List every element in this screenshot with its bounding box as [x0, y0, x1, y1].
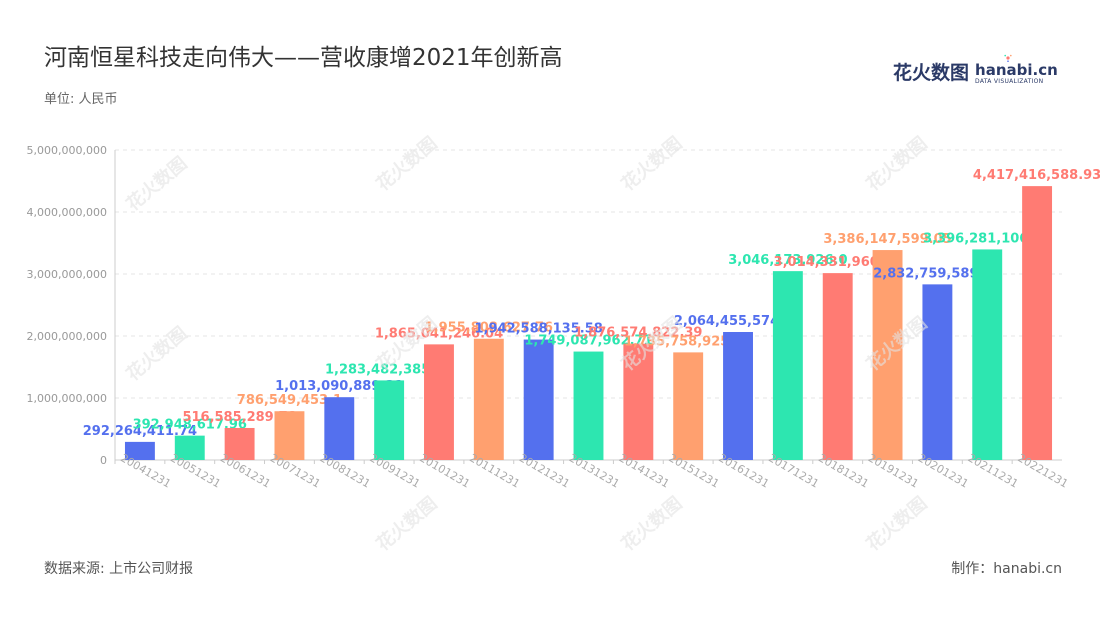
bar	[274, 411, 305, 460]
chart-title: 河南恒星科技走向伟大——营收康增2021年创新高	[44, 45, 563, 71]
data-label: 1,942,588,135.58	[475, 322, 603, 337]
data-label: 1,013,090,889.31	[275, 379, 403, 394]
data-label: 1,865,041,246.04	[375, 326, 503, 341]
hanabi-logo: 花火数图 hanabi.cn DATA VISUALIZATION	[893, 54, 1058, 85]
bar	[523, 339, 554, 460]
data-label: 1,735,758,925.07	[624, 334, 752, 349]
bar	[673, 352, 704, 460]
logo-spark-icon	[1004, 54, 1012, 62]
data-label: 786,549,453.1	[237, 393, 342, 408]
data-label: 1,283,482,385.16	[325, 362, 453, 377]
logo-cn-text: 花火数图	[893, 62, 970, 84]
bar	[174, 435, 205, 460]
bar	[473, 338, 504, 460]
data-label: 292,264,411.74	[83, 424, 197, 439]
data-label: 3,386,147,599.05	[823, 232, 951, 247]
logo-en-text: hanabi.cn	[975, 61, 1058, 79]
y-tick-label: 3,000,000,000	[27, 268, 107, 281]
unit-label: 单位: 人民币	[44, 92, 118, 107]
data-label: 2,832,759,589.33	[873, 266, 1001, 281]
bar	[723, 332, 753, 460]
logo-en-block: hanabi.cn DATA VISUALIZATION	[975, 63, 1058, 85]
y-tick-label: 5,000,000,000	[27, 144, 107, 157]
data-label: 1,955,808,627.76	[425, 321, 553, 336]
data-label: 2,064,455,574.55	[674, 314, 802, 329]
bar	[424, 344, 454, 460]
bar	[1022, 186, 1053, 460]
data-label: 3,396,281,106.63	[923, 231, 1051, 246]
data-label: 3,046,173,926.0	[728, 253, 847, 268]
data-label: 1,749,087,962.71	[524, 334, 652, 349]
bar	[872, 250, 903, 460]
bar	[822, 273, 853, 460]
data-label: 1,876,574,822.39	[574, 326, 702, 341]
maker-credit: 制作：hanabi.cn	[951, 561, 1062, 577]
data-label: 516,585,289.78	[182, 410, 296, 425]
y-tick-label: 1,000,000,000	[27, 392, 107, 405]
bar	[324, 397, 355, 460]
bar	[972, 249, 1003, 460]
data-label: 4,417,416,588.93	[973, 168, 1100, 183]
bar	[124, 441, 155, 460]
bar	[374, 380, 405, 460]
bar	[772, 271, 803, 460]
data-label: 3,014,331,960.05	[774, 255, 902, 270]
data-label: 392,948,617.96	[133, 418, 247, 433]
y-tick-label: 0	[100, 454, 107, 467]
logo-sub-text: DATA VISUALIZATION	[975, 78, 1044, 85]
data-source: 数据来源: 上市公司财报	[44, 561, 194, 577]
y-tick-label: 2,000,000,000	[27, 330, 107, 343]
bar	[573, 351, 604, 460]
bar	[623, 343, 654, 460]
bar	[922, 284, 953, 460]
y-tick-label: 4,000,000,000	[27, 206, 107, 219]
bar	[224, 427, 255, 460]
